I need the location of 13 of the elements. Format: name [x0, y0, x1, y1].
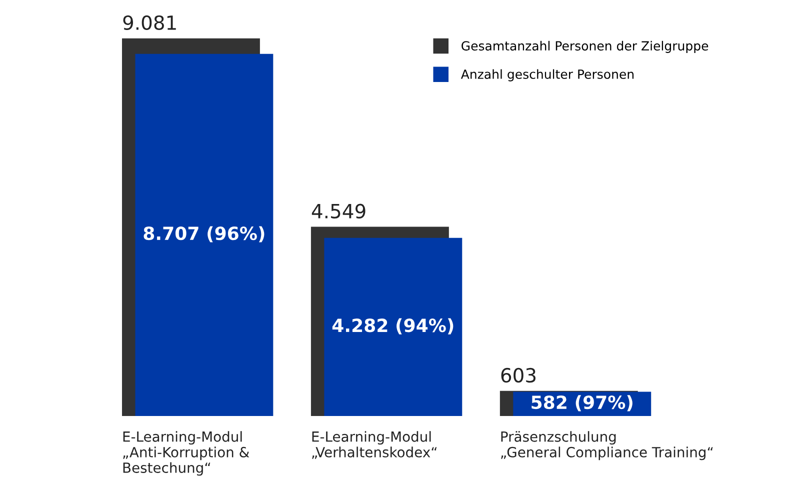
legend-label: Gesamtanzahl Personen der Zielgruppe — [462, 40, 708, 53]
bar — [324, 238, 462, 416]
data-label: 603 — [501, 368, 536, 383]
data-label: 4.282 (94%) — [332, 318, 454, 334]
data-label: 9.081 — [123, 15, 176, 30]
data-label: 8.707 (96%) — [144, 226, 264, 242]
x-tick-label: Präsenzschulung „General Compliance Training“ — [501, 431, 713, 460]
legend-label: Anzahl geschulter Personen — [460, 69, 634, 82]
x-tick-label: E-Learning-Modul „Anti-Korruption & Bestechung“ — [123, 431, 250, 476]
data-label: 582 (97%) — [532, 395, 632, 412]
x-tick-label: E-Learning-Modul „Verhaltenskodex“ — [312, 431, 437, 459]
data-label: 4.549 — [312, 204, 366, 219]
bar — [135, 54, 274, 416]
